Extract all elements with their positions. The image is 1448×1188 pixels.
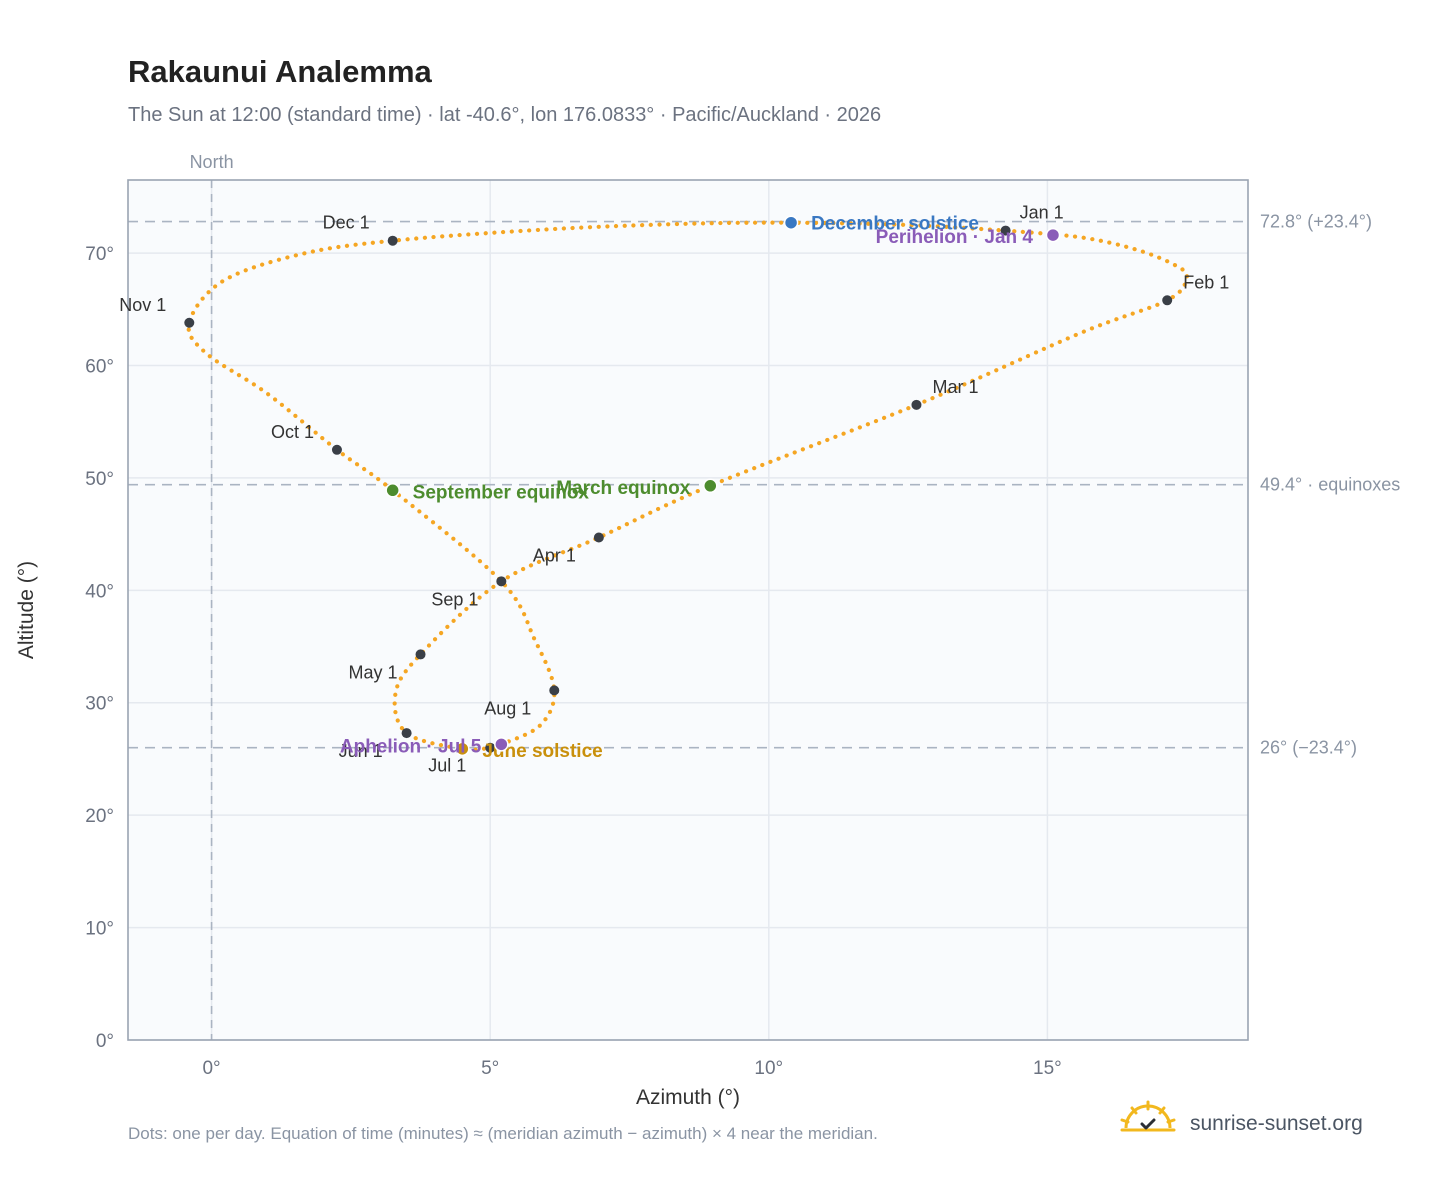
event-label: September equinox <box>413 482 590 503</box>
month-point <box>1000 225 1011 236</box>
month-point <box>401 728 412 739</box>
x-tick-label: 15° <box>1033 1058 1062 1079</box>
month-label: Feb 1 <box>1183 272 1229 292</box>
month-point <box>485 742 496 753</box>
x-tick-label: 10° <box>754 1058 783 1079</box>
month-point <box>911 399 922 410</box>
event-label: Aphelion · Jul 5 <box>340 736 482 757</box>
month-label: Aug 1 <box>484 698 531 718</box>
north-label: North <box>190 152 234 172</box>
chart-subtitle: The Sun at 12:00 (standard time) · lat -… <box>128 104 882 126</box>
month-point <box>415 649 426 660</box>
chart-footnote: Dots: one per day. Equation of time (min… <box>128 1124 878 1143</box>
month-label: Sep 1 <box>431 589 478 609</box>
month-point <box>593 532 604 543</box>
event-point <box>703 478 718 494</box>
x-tick-label: 0° <box>202 1058 220 1079</box>
event-point <box>783 215 799 230</box>
chart-title: Rakaunui Analemma <box>128 54 432 89</box>
month-label: Oct 1 <box>271 422 314 442</box>
x-tick-label: 5° <box>481 1058 499 1079</box>
y-tick-label: 10° <box>85 919 114 940</box>
event-label: December solstice <box>811 214 979 235</box>
y-tick-label: 20° <box>85 806 114 827</box>
event-label: Perihelion · Jan 4 <box>876 227 1034 248</box>
y-axis-label: Altitude (°) <box>15 561 38 659</box>
event-point <box>455 741 470 757</box>
event-point <box>1045 227 1061 243</box>
daily-sun-path <box>186 220 1190 752</box>
brand-name: sunrise-sunset.org <box>1190 1112 1363 1135</box>
event-label: June solstice <box>482 741 602 762</box>
event-point <box>494 737 509 752</box>
reference-label: 26° (−23.4°) <box>1260 738 1357 758</box>
y-tick-label: 50° <box>85 469 114 490</box>
month-label: Nov 1 <box>119 295 166 315</box>
plot-area <box>128 180 1248 1040</box>
reference-label: 49.4° · equinoxes <box>1260 475 1400 495</box>
y-tick-label: 70° <box>85 244 114 265</box>
month-label: Mar 1 <box>932 377 978 397</box>
month-point <box>549 685 560 696</box>
brand-link[interactable]: sunrise-sunset.org <box>1120 1100 1390 1150</box>
month-label: Apr 1 <box>533 545 576 565</box>
x-axis-label: Azimuth (°) <box>636 1086 740 1109</box>
month-label: Jan 1 <box>1020 203 1064 223</box>
month-point <box>331 444 342 455</box>
month-point <box>1162 295 1173 306</box>
month-point <box>387 235 398 246</box>
month-point <box>496 576 507 587</box>
month-label: Jun 1 <box>339 741 383 761</box>
month-point <box>184 317 195 328</box>
y-tick-label: 60° <box>85 356 114 377</box>
y-tick-label: 0° <box>96 1031 114 1052</box>
plot-border <box>127 179 1249 1041</box>
month-label: May 1 <box>349 662 398 682</box>
sun-logo-icon <box>1120 1100 1176 1132</box>
month-label: Dec 1 <box>323 213 370 233</box>
y-tick-label: 30° <box>85 694 114 715</box>
reference-label: 72.8° (+23.4°) <box>1260 212 1372 232</box>
event-point <box>385 483 400 498</box>
y-tick-label: 40° <box>85 581 114 602</box>
event-label: March equinox <box>556 478 691 499</box>
month-label: Jul 1 <box>428 756 466 776</box>
